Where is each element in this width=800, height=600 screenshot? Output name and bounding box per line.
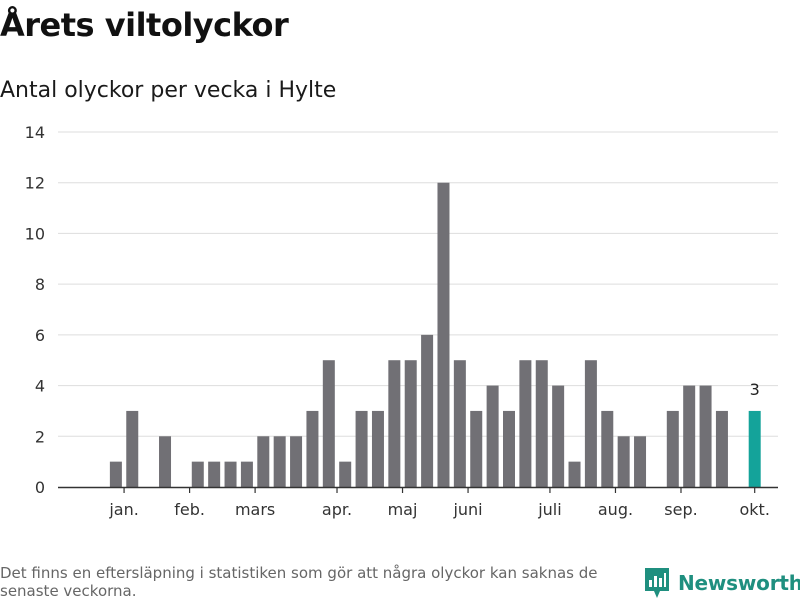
- bar-chart: 0 2 4 6 8 10 12 14 3 jan. feb. mars apr. maj juni jul…: [25, 123, 778, 519]
- footnote: Det finns en eftersläpning i statistiken…: [0, 564, 598, 600]
- x-tick-label: okt.: [739, 500, 769, 519]
- bar: [306, 410, 319, 487]
- y-axis-ticks: 0 2 4 6 8 10 12 14: [25, 123, 45, 497]
- bar: [601, 410, 614, 487]
- bar: [191, 461, 204, 487]
- bar: [634, 436, 647, 487]
- brand-logo[interactable]: Newsworthy: [644, 566, 800, 600]
- bar: [355, 410, 368, 487]
- gridlines: [58, 131, 778, 437]
- data-labels: 3: [750, 380, 760, 399]
- x-tick-label: sep.: [664, 500, 697, 519]
- bar: [208, 461, 221, 487]
- x-tick-label: apr.: [322, 500, 352, 519]
- highlight-data-label: 3: [750, 380, 760, 399]
- bar: [552, 385, 565, 487]
- y-tick-label: 4: [35, 377, 45, 396]
- bar: [453, 360, 466, 487]
- bar: [109, 461, 122, 487]
- x-tick-label: aug.: [598, 500, 633, 519]
- bar: [503, 410, 515, 487]
- y-tick-label: 14: [25, 123, 45, 142]
- bar: [257, 436, 270, 487]
- y-tick-label: 6: [35, 326, 45, 345]
- bar: [699, 385, 712, 487]
- bar: [535, 360, 548, 487]
- bar: [371, 410, 384, 487]
- y-tick-label: 2: [35, 427, 45, 446]
- bar-highlighted: [748, 410, 761, 487]
- x-axis-ticks: jan. feb. mars apr. maj juni juli aug. sep. okt.: [108, 487, 770, 519]
- x-tick-label: mars: [235, 500, 275, 519]
- bar: [470, 410, 483, 487]
- bar: [666, 410, 679, 487]
- bar: [568, 461, 581, 487]
- chart-title: Årets viltolyckor: [0, 6, 289, 44]
- bar: [322, 360, 335, 487]
- bar: [290, 436, 303, 487]
- bars: [109, 182, 761, 487]
- bar: [159, 436, 172, 487]
- bar: [339, 461, 352, 487]
- bar: [240, 461, 253, 487]
- y-tick-label: 10: [25, 224, 45, 243]
- brand-name: Newsworthy: [678, 571, 800, 595]
- bar: [519, 360, 532, 487]
- bar: [584, 360, 597, 487]
- bar: [437, 182, 450, 487]
- bar: [421, 334, 434, 487]
- bar: [126, 410, 139, 487]
- x-tick-label: feb.: [174, 500, 205, 519]
- bar: [617, 436, 630, 487]
- x-tick-label: maj: [388, 500, 418, 519]
- bar: [388, 360, 401, 487]
- y-tick-label: 0: [35, 478, 45, 497]
- x-tick-label: jan.: [108, 500, 138, 519]
- bar: [273, 436, 286, 487]
- bar: [683, 385, 696, 487]
- y-tick-label: 8: [35, 275, 45, 294]
- bar: [224, 461, 237, 487]
- bar: [486, 385, 499, 487]
- bar: [404, 360, 417, 487]
- bar: [715, 410, 728, 487]
- chart-subtitle: Antal olyckor per vecka i Hylte: [0, 78, 337, 103]
- x-tick-label: juni: [452, 500, 482, 519]
- y-tick-label: 12: [25, 174, 45, 193]
- newsworthy-logo-icon: [645, 568, 669, 598]
- x-tick-label: juli: [537, 500, 561, 519]
